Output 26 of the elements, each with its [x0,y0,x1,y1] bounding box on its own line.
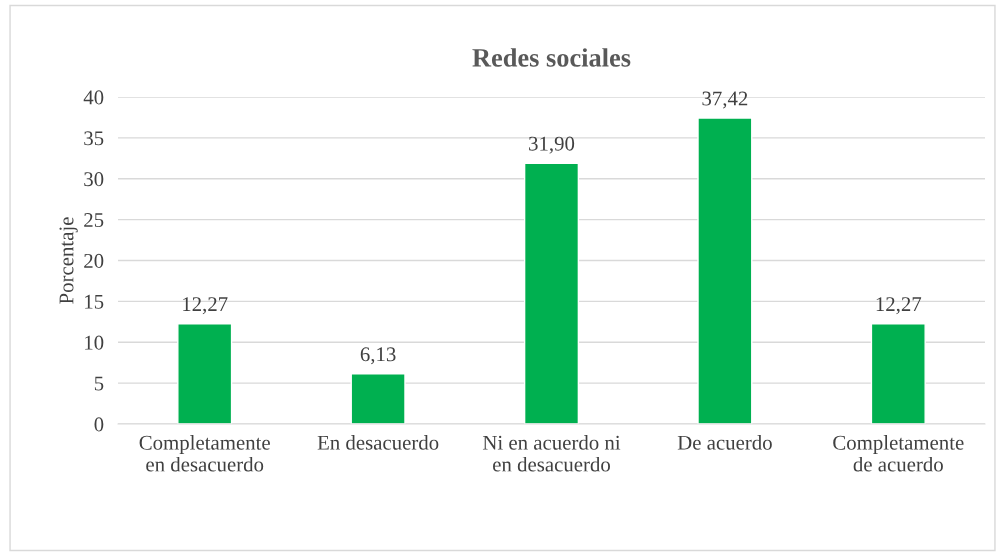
data-label: 6,13 [360,347,396,365]
bar [697,117,753,424]
y-tick-label: 0 [94,417,104,432]
y-tick-label: 20 [84,253,104,268]
y-tick-label: 15 [85,294,104,309]
y-axis-title: Porcentaje [59,217,78,304]
x-tick-label: Ni en acuerdo ni en desacuerdo [482,435,621,472]
x-tick-label: Completamente de acuerdo [833,435,964,472]
data-label: 37,42 [702,91,748,109]
chart-title: Redes sociales [472,48,631,67]
bar [177,322,233,424]
bar [523,162,580,424]
y-tick-label: 25 [84,213,104,228]
bar [350,373,406,424]
data-label: 12,27 [876,297,922,315]
x-tick-label: Completamente en desacuerdo [139,435,270,472]
bar [870,322,926,424]
y-tick-label: 40 [83,90,104,105]
x-tick-label: En desacuerdo [317,435,439,450]
data-label: 12,27 [183,297,228,315]
y-tick-label: 30 [84,172,104,187]
y-tick-label: 5 [94,376,104,391]
x-tick-label: De acuerdo [677,435,772,450]
data-label: 31,90 [529,136,575,154]
y-tick-label: 35 [84,131,104,146]
y-tick-label: 10 [85,335,104,350]
